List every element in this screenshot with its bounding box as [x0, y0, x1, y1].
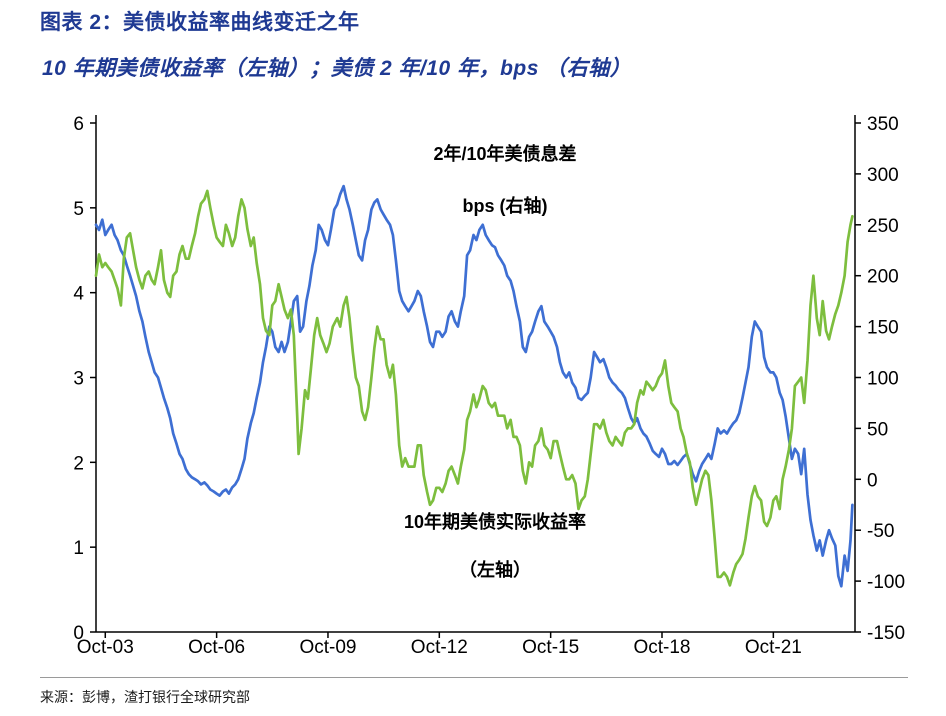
y-left-tick-label: 1 [73, 538, 84, 559]
y-right-tick-label: 50 [867, 419, 888, 440]
y-left-tick-label: 3 [73, 369, 84, 390]
source-note: 来源：彭博，渣打银行全球研究部 [40, 689, 250, 705]
y-left-tick-label: 2 [73, 453, 84, 474]
chart-svg: 0 1 2 3 4 5 6 -150 -100 -50 0 50 100 150 200 250 300 350 O… [73, 114, 905, 658]
y-right-tick-label: 250 [867, 216, 899, 237]
series-line-10y-yield [94, 189, 854, 587]
y-right-tick-label: 100 [867, 369, 899, 390]
y-right-tick-label: 350 [867, 114, 899, 135]
annotation-spread-line2: bps (右轴) [462, 196, 548, 216]
y-right-tick-label: 0 [867, 470, 878, 491]
chart-figure-title: 图表 2：美债收益率曲线变迁之年 [40, 11, 360, 34]
y-right-tick-label: 300 [867, 165, 899, 186]
annotation-yield-line2: （左轴） [459, 560, 531, 580]
y-right-tick-label: 150 [867, 318, 899, 339]
x-tick-label: Oct-09 [299, 637, 356, 658]
chart-figure-subtitle: 10 年期美债收益率（左轴）；美债 2 年/10 年，bps （右轴） [42, 57, 632, 80]
x-tick-label: Oct-03 [77, 637, 134, 658]
annotation-spread-line1: 2年/10年美债息差 [433, 144, 577, 164]
y-right-tick-label: -100 [867, 572, 905, 593]
x-tick-label: Oct-15 [522, 637, 579, 658]
x-tick-label: Oct-06 [188, 637, 245, 658]
y-left-tick-label: 4 [73, 284, 84, 305]
x-tick-label: Oct-12 [411, 637, 468, 658]
y-left-tick-label: 5 [73, 199, 84, 220]
x-tick-label: Oct-18 [633, 637, 690, 658]
y-right-tick-label: 200 [867, 267, 899, 288]
y-right-tick-label: -50 [867, 521, 894, 542]
footer-divider [40, 677, 908, 678]
y-left-tick-label: 0 [73, 623, 84, 644]
y-left-tick-label: 6 [73, 114, 84, 135]
series-line-2s10s-spread [94, 184, 854, 588]
y-right-tick-label: -150 [867, 623, 905, 644]
annotation-yield-line1: 10年期美债实际收益率 [403, 512, 587, 532]
x-tick-label: Oct-21 [745, 637, 802, 658]
